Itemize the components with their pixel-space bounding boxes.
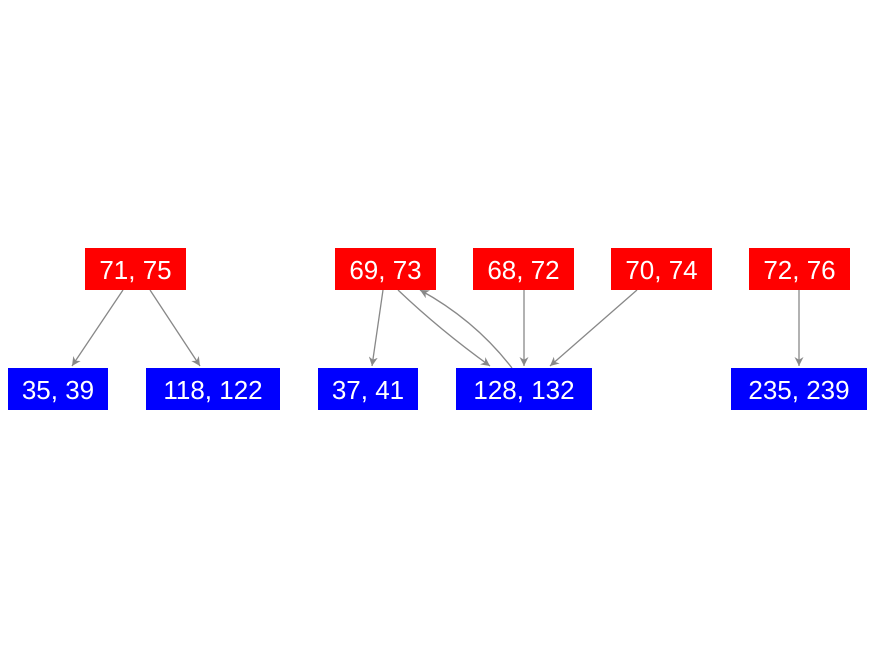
node-box xyxy=(146,368,280,410)
edge xyxy=(71,289,124,367)
node-box xyxy=(456,368,592,410)
node-box xyxy=(8,368,108,410)
edge xyxy=(419,289,513,369)
node-label: 128, 132 xyxy=(473,375,574,405)
node-label: 68, 72 xyxy=(487,255,559,285)
node-box xyxy=(318,368,418,410)
node-box xyxy=(335,248,436,290)
node-label: 118, 122 xyxy=(163,375,262,405)
node-box xyxy=(85,248,186,290)
node-box xyxy=(731,368,867,410)
node-label: 70, 74 xyxy=(625,255,697,285)
edge xyxy=(149,289,201,367)
node-label: 69, 73 xyxy=(349,255,421,285)
nodes: 71, 75 69, 73 68, 72 70, 74 72, 76 35, 3… xyxy=(8,248,867,410)
edge xyxy=(549,289,638,367)
node-label: 72, 76 xyxy=(763,255,835,285)
node-label: 35, 39 xyxy=(22,375,94,405)
node-box xyxy=(749,248,850,290)
node-box xyxy=(473,248,574,290)
edge xyxy=(397,289,491,367)
node-label: 235, 239 xyxy=(748,375,849,405)
node-label: 71, 75 xyxy=(99,255,171,285)
edge xyxy=(368,289,384,367)
edges xyxy=(71,289,804,369)
node-label: 37, 41 xyxy=(332,375,404,405)
node-box xyxy=(611,248,712,290)
